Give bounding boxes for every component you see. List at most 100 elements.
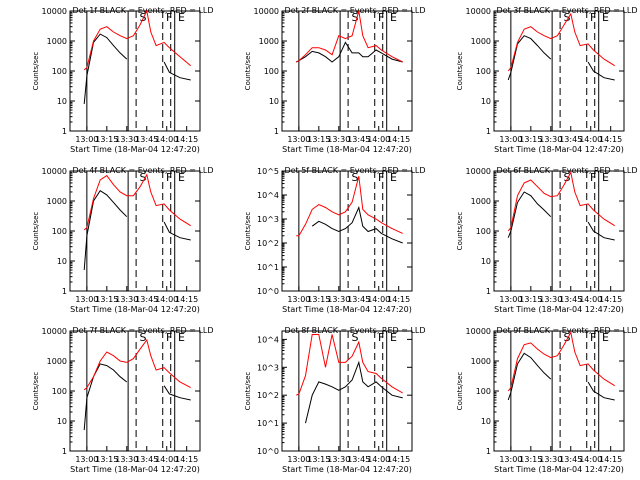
events-series-line	[507, 352, 552, 401]
marker-label: E	[602, 171, 609, 184]
lld-series-line	[83, 9, 192, 71]
x-tick-label: 13:45	[135, 295, 158, 304]
marker-label: F	[378, 331, 384, 344]
y-tick-label: 10	[269, 97, 279, 106]
x-axis-label: Start Time (18-Mar-04 12:47:20)	[70, 465, 200, 474]
y-tick-label: 100	[476, 227, 491, 236]
x-tick-label: 13:00	[287, 135, 310, 144]
y-tick-label: 1	[486, 287, 491, 296]
events-series-line	[587, 221, 615, 241]
lld-series-line	[83, 173, 191, 231]
y-axis-label: Counts/sec	[32, 372, 40, 411]
x-tick-label: 13:45	[135, 135, 158, 144]
lld-series-line	[507, 330, 615, 392]
panel-det-8: 10^0 10^1 10^2 10^3 10^4 Counts/sec 13:0013:15…	[244, 326, 426, 474]
marker-label: S	[563, 331, 570, 344]
y-tick-label: 10000	[42, 327, 67, 336]
x-tick-label: 14:15	[175, 295, 198, 304]
panel-det-2: 1 10 100 1000 10000 Counts/sec 13:0013:1513:30…	[244, 6, 426, 154]
y-tick-label: 100	[264, 67, 279, 76]
x-axis-label: Start Time (18-Mar-04 12:47:20)	[70, 305, 200, 314]
x-tick-label: 14:15	[387, 135, 410, 144]
x-tick-label: 13:15	[519, 295, 542, 304]
events-series-line	[163, 221, 191, 241]
y-tick-label: 1000	[259, 37, 279, 46]
x-tick-label: 13:30	[539, 135, 562, 144]
marker-label: S	[139, 331, 146, 344]
marker-label: E	[178, 331, 185, 344]
x-tick-label: 13:30	[327, 295, 350, 304]
y-tick-label: 100	[476, 67, 491, 76]
y-tick-label: 10^2	[257, 239, 279, 248]
y-tick-label: 1	[62, 447, 67, 456]
lld-series-line	[507, 170, 615, 232]
panel-title: Det 3f BLACK = Events, RED = LLD	[496, 6, 637, 15]
x-tick-label: 13:30	[115, 295, 138, 304]
plot-frame	[69, 170, 201, 292]
y-tick-label: 10	[481, 97, 491, 106]
marker-label: S	[351, 331, 358, 344]
x-tick-label: 14:15	[599, 135, 622, 144]
x-tick-label: 13:45	[135, 455, 158, 464]
x-tick-label: 14:15	[599, 455, 622, 464]
x-tick-label: 13:45	[559, 455, 582, 464]
x-tick-label: 13:00	[75, 455, 98, 464]
y-tick-label: 10	[57, 257, 67, 266]
events-series-line	[163, 385, 191, 401]
y-tick-label: 10^3	[257, 215, 279, 224]
events-series-line	[295, 41, 403, 63]
plot-frame	[281, 170, 413, 292]
lld-series-line	[296, 176, 403, 237]
x-tick-label: 13:00	[287, 295, 310, 304]
marker-label: S	[139, 171, 146, 184]
marker-label: E	[390, 171, 397, 184]
marker-label: F	[378, 11, 384, 24]
marker-label: F	[378, 171, 384, 184]
x-tick-label: 14:15	[175, 455, 198, 464]
y-tick-label: 1	[274, 127, 279, 136]
y-axis-label: Counts/sec	[32, 212, 40, 251]
y-tick-label: 10^0	[257, 287, 279, 296]
x-axis-label: Start Time (18-Mar-04 12:47:20)	[494, 305, 624, 314]
plot-frame	[493, 330, 625, 452]
x-tick-label: 13:15	[95, 295, 118, 304]
x-tick-label: 14:15	[599, 295, 622, 304]
marker-label: F	[590, 171, 596, 184]
plot-frame	[281, 10, 413, 132]
lld-series-line	[83, 338, 191, 391]
y-tick-label: 10000	[466, 167, 491, 176]
plot-frame	[493, 10, 625, 132]
x-tick-label: 13:45	[347, 455, 370, 464]
x-tick-label: 13:00	[499, 295, 522, 304]
panel-title: Det 1f BLACK = Events, RED = LLD	[72, 6, 213, 15]
y-axis-label: Counts/sec	[456, 52, 464, 91]
x-tick-label: 13:30	[115, 135, 138, 144]
events-series-line	[587, 381, 615, 401]
y-tick-label: 1	[486, 127, 491, 136]
y-axis-label: Counts/sec	[244, 212, 252, 251]
y-tick-label: 10^4	[257, 191, 279, 200]
events-series-line	[507, 191, 552, 238]
x-tick-label: 13:30	[539, 455, 562, 464]
panel-title: Det 7f BLACK = Events, RED = LLD	[72, 326, 213, 335]
x-axis-label: Start Time (18-Mar-04 12:47:20)	[282, 465, 412, 474]
y-tick-label: 1	[62, 287, 67, 296]
marker-label: E	[390, 331, 397, 344]
x-tick-label: 13:00	[499, 135, 522, 144]
x-tick-label: 14:00	[367, 295, 390, 304]
marker-label: S	[351, 11, 358, 24]
marker-label: E	[390, 11, 397, 24]
y-tick-label: 1000	[47, 197, 67, 206]
x-tick-label: 13:15	[95, 135, 118, 144]
y-tick-label: 10000	[42, 167, 67, 176]
x-tick-label: 14:00	[579, 455, 602, 464]
marker-label: F	[166, 331, 172, 344]
y-axis-label: Counts/sec	[32, 52, 40, 91]
panel-title: Det 5f BLACK = Events, RED = LLD	[284, 166, 425, 175]
x-tick-label: 13:00	[75, 135, 98, 144]
panel-title: Det 9f BLACK = Events, RED = LLD	[496, 326, 637, 335]
x-axis-label: Start Time (18-Mar-04 12:47:20)	[70, 145, 200, 154]
y-tick-label: 100	[52, 387, 67, 396]
marker-label: E	[602, 11, 609, 24]
x-tick-label: 13:00	[287, 455, 310, 464]
